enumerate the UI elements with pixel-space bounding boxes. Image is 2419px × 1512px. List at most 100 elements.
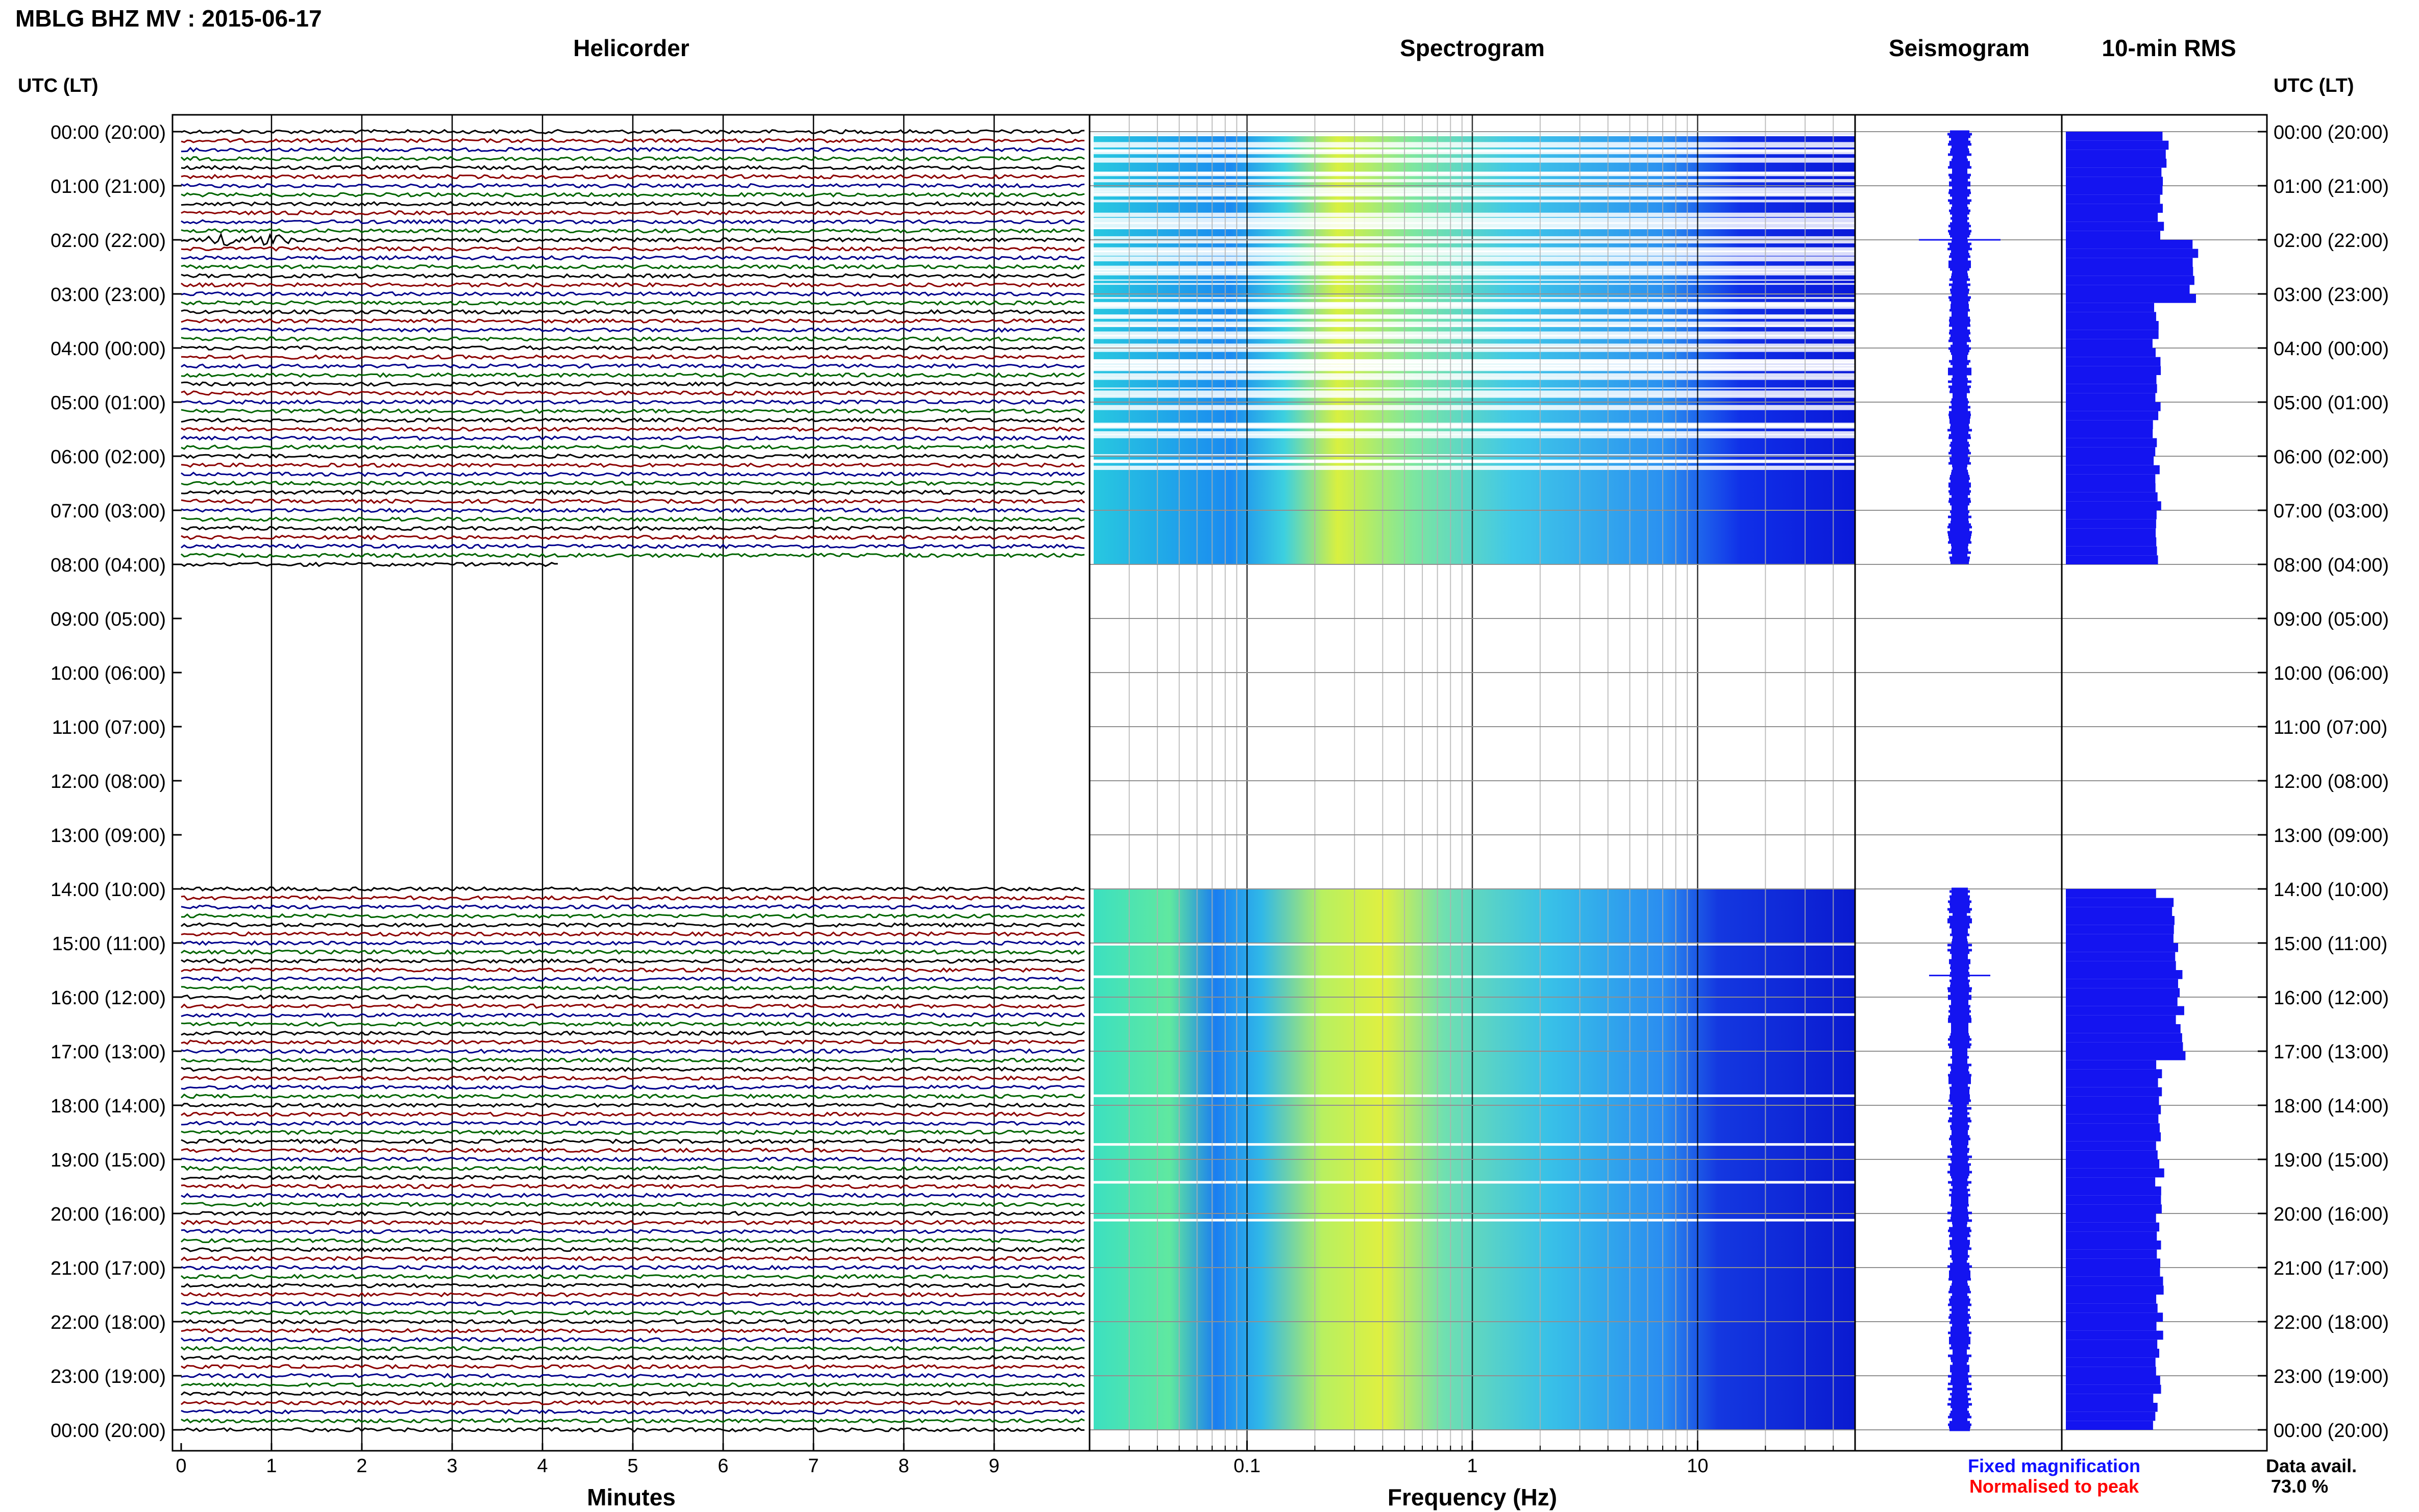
- seismogram-title: Seismogram: [1889, 35, 2030, 61]
- spectrogram-gap: [1094, 454, 1855, 456]
- rms-bar: [2066, 249, 2199, 258]
- helicorder-trace: [181, 1255, 1085, 1261]
- rms-bar: [2066, 1241, 2161, 1250]
- rms-bar: [2066, 546, 2157, 556]
- spectrogram-gap: [1094, 395, 1855, 398]
- time-label-right: 19:00 (15:00): [2274, 1150, 2389, 1171]
- minutes-tick-label: 8: [898, 1455, 909, 1477]
- spectrogram-gap: [1094, 424, 1855, 428]
- rms-bar: [2066, 1024, 2181, 1033]
- frequency-tick-label: 1: [1467, 1455, 1477, 1477]
- rms-bar: [2066, 997, 2178, 1006]
- time-axis-label-left: UTC (LT): [18, 75, 98, 96]
- rms-bar: [2066, 1213, 2156, 1223]
- time-label-right: 09:00 (05:00): [2274, 609, 2389, 630]
- rms-bar: [2066, 979, 2178, 988]
- time-label-left: 06:00 (02:00): [51, 447, 166, 468]
- time-label-left: 13:00 (09:00): [51, 825, 166, 847]
- time-label-left: 12:00 (08:00): [51, 771, 166, 792]
- rms-bar: [2066, 1357, 2156, 1367]
- rms-bar: [2066, 465, 2160, 475]
- rms-bar: [2066, 555, 2158, 564]
- spectrogram-gap: [1094, 247, 1855, 253]
- spectrogram-gap: [1094, 217, 1855, 219]
- spectrogram-gap: [1094, 365, 1855, 370]
- plot-frame: [171, 114, 2268, 1452]
- helicorder-trace: [181, 309, 1085, 315]
- time-label-right: 13:00 (09:00): [2274, 825, 2389, 847]
- helicorder-trace: [180, 1102, 1085, 1108]
- minutes-tick-label: 3: [447, 1455, 457, 1477]
- spectrogram-gap: [1094, 1013, 1855, 1016]
- spectrogram-gap: [1094, 279, 1855, 281]
- helicorder-trace: [181, 1183, 1085, 1189]
- spectrogram-gap: [1094, 142, 1855, 148]
- time-label-right: 17:00 (13:00): [2274, 1042, 2389, 1063]
- helicorder-trace: [181, 1012, 1085, 1018]
- helicorder-trace: [181, 1309, 1085, 1316]
- spectrogram-gap: [1094, 1181, 1855, 1184]
- helicorder-trace: [181, 264, 1085, 270]
- rms-bar: [2066, 1042, 2183, 1051]
- time-label-right: 21:00 (17:00): [2274, 1258, 2389, 1279]
- rms-bar: [2066, 1051, 2186, 1060]
- time-label-right: 23:00 (19:00): [2274, 1366, 2389, 1387]
- helicorder-trace: [181, 1282, 1085, 1288]
- helicorder-trace: [181, 1364, 1085, 1370]
- rms-bar: [2066, 402, 2161, 411]
- helicorder-trace: [181, 1391, 1085, 1397]
- spectrogram-gap: [1094, 465, 1855, 470]
- helicorder-trace: [181, 1138, 1085, 1145]
- spectrogram-gap: [1094, 251, 1855, 256]
- helicorder-trace: [181, 138, 1085, 144]
- helicorder-trace: [181, 1418, 1085, 1424]
- helicorder-trace: [181, 525, 1085, 531]
- rms-bar: [2066, 1069, 2162, 1078]
- time-label-right: 05:00 (01:00): [2274, 392, 2389, 414]
- helicorder-trace: [181, 895, 1085, 901]
- rms-bar: [2066, 1268, 2160, 1277]
- time-label-right: 22:00 (18:00): [2274, 1312, 2389, 1333]
- helicorder-trace: [181, 958, 1085, 964]
- helicorder-trace: [181, 516, 1085, 523]
- spectrogram-gap: [1094, 187, 1855, 192]
- helicorder-trace: [181, 1373, 1085, 1379]
- rms-bar: [2066, 916, 2175, 925]
- spectrogram-gap: [1094, 390, 1855, 396]
- helicorder-trace: [181, 363, 1085, 369]
- rms-bar: [2066, 357, 2161, 366]
- helicorder-trace: [181, 543, 1085, 550]
- time-label-right: 00:00 (20:00): [2274, 1420, 2389, 1442]
- spectrogram-gap: [1094, 150, 1855, 153]
- helicorder-trace: [181, 444, 1085, 450]
- time-label-right: 02:00 (22:00): [2274, 230, 2389, 252]
- time-label-left: 02:00 (22:00): [51, 230, 166, 252]
- helicorder-trace: [181, 1129, 1085, 1135]
- helicorder-trace: [181, 1409, 1085, 1415]
- rms-bar: [2066, 456, 2154, 465]
- helicorder-trace: [181, 228, 1085, 234]
- rms-bar: [2066, 285, 2190, 294]
- helicorder-trace: [181, 1265, 1085, 1271]
- spectrogram-gap: [1094, 236, 1855, 239]
- rms-bar: [2066, 898, 2174, 907]
- spectrogram-gap: [1094, 193, 1855, 195]
- helicorder-trace: [181, 1156, 1085, 1162]
- helicorder-trace: [181, 904, 1085, 910]
- spectrogram-panel: [1089, 115, 2267, 1451]
- time-axis-label-right: UTC (LT): [2274, 75, 2354, 96]
- helicorder-trace: [181, 1193, 1085, 1199]
- helicorder-trace: [181, 1220, 1085, 1226]
- spectrogram-gap: [1094, 265, 1855, 270]
- rms-bar: [2066, 519, 2156, 529]
- helicorder-trace: [181, 1039, 1085, 1045]
- spectrogram-gap: [1094, 361, 1855, 366]
- bottom-axes: 0 1 2 3 4 5 6 7 8 9 0.1 1 10: [171, 114, 2268, 1477]
- rms-bar: [2066, 1394, 2154, 1403]
- minutes-tick-label: 1: [266, 1455, 277, 1477]
- spectrogram-gap: [1094, 335, 1855, 339]
- helicorder-trace: [181, 426, 1085, 432]
- rms-bar: [2066, 1114, 2159, 1124]
- helicorder-trace: [181, 940, 1085, 946]
- minutes-tick-label: 6: [718, 1455, 728, 1477]
